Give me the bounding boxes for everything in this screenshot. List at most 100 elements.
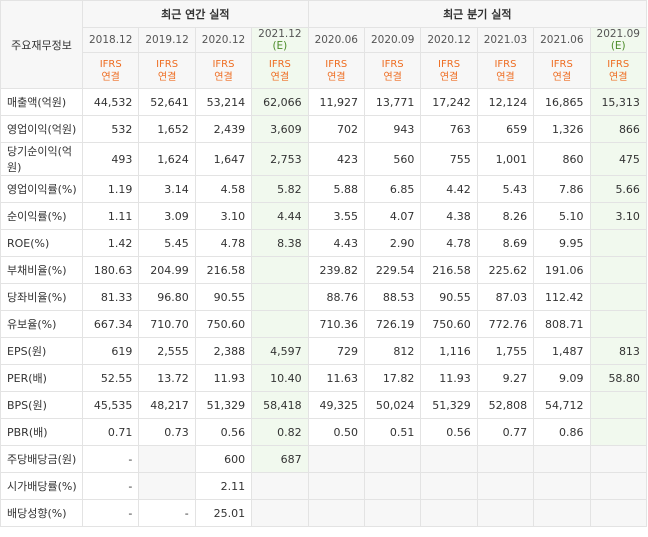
value-cell: 0.73 (138, 418, 196, 446)
value-cell: 5.66 (589, 175, 647, 203)
value-cell: 5.45 (138, 229, 196, 257)
ifrs-label: IFRS (325, 58, 348, 70)
value-cell: 12,124 (476, 88, 535, 116)
period-date: 2020.09 (370, 34, 415, 46)
value-cell: 17,242 (420, 88, 478, 116)
row-label: 당기순이익(억원) (0, 142, 83, 176)
row-label: ROE(%) (0, 229, 83, 257)
value-cell: 1.19 (81, 175, 140, 203)
row-label: 영업이익률(%) (0, 175, 83, 203)
value-cell: 1.42 (81, 229, 140, 257)
period-header: 2021.03 (476, 27, 535, 53)
value-cell (476, 499, 535, 527)
consolidated-label: 연결 (214, 71, 233, 83)
value-cell: 4.78 (420, 229, 478, 257)
value-cell (138, 472, 196, 500)
table-row: PBR(배) 0.71 0.73 0.56 0.82 0.50 0.51 0.56 0.77 0.… (0, 418, 647, 446)
value-cell: 11,927 (307, 88, 365, 116)
value-cell: 1,652 (138, 115, 196, 143)
value-cell (589, 256, 647, 284)
value-cell: 10.40 (251, 364, 309, 392)
value-cell: 8.38 (251, 229, 309, 257)
value-cell: 180.63 (81, 256, 140, 284)
value-cell: 5.10 (533, 202, 591, 230)
value-cell (420, 472, 478, 500)
value-cell (420, 499, 478, 527)
ifrs-label: IFRS (212, 58, 235, 70)
value-cell (589, 283, 647, 311)
ifrs-label: IFRS (156, 58, 179, 70)
value-cell: 808.71 (533, 310, 591, 338)
period-header: 2020.09 (363, 27, 422, 53)
value-cell: 13,771 (363, 88, 422, 116)
accounting-standard: IFRS 연결 (251, 52, 309, 89)
value-cell: 88.76 (307, 283, 365, 311)
value-cell: 943 (363, 115, 422, 143)
value-cell: 0.77 (476, 418, 535, 446)
period-header: 2018.12 (81, 27, 140, 53)
row-label: 부채비율(%) (0, 256, 83, 284)
value-cell: 475 (589, 142, 647, 176)
value-cell: 25.01 (194, 499, 253, 527)
value-cell: 112.42 (533, 283, 591, 311)
value-cell: 45,535 (81, 391, 140, 419)
value-cell: 3.55 (307, 202, 365, 230)
value-cell: 423 (307, 142, 365, 176)
consolidated-label: 연결 (270, 71, 290, 83)
value-cell: 3,609 (251, 115, 309, 143)
row-label: 주당배당금(원) (0, 445, 83, 473)
table-row: EPS(원) 619 2,555 2,388 4,597 729 812 1,116 1,755… (0, 337, 647, 365)
value-cell: 16,865 (533, 88, 591, 116)
value-cell: 17.82 (363, 364, 422, 392)
value-cell: 710.36 (307, 310, 365, 338)
value-cell (251, 256, 309, 284)
value-cell: 90.55 (194, 283, 253, 311)
value-cell (363, 445, 422, 473)
consolidated-label: 연결 (157, 71, 177, 83)
row-label: 시가배당률(%) (0, 472, 83, 500)
value-cell: 51,329 (194, 391, 253, 419)
period-header: 2020.12 (194, 27, 253, 53)
value-cell: 4.43 (307, 229, 365, 257)
value-cell: 4.78 (194, 229, 253, 257)
value-cell: 667.34 (81, 310, 140, 338)
row-label: EPS(원) (0, 337, 83, 365)
value-cell: 812 (363, 337, 422, 365)
value-cell (589, 445, 647, 473)
value-cell: 62,066 (251, 88, 309, 116)
table-row: 배당성향(%) - -25.01 (0, 499, 647, 527)
estimate-marker: (E) (610, 40, 626, 52)
financial-summary-table: 주요재무정보 최근 연간 실적 최근 분기 실적 2018.12 2019.12 2… (0, 0, 647, 527)
value-cell: 9.09 (533, 364, 591, 392)
value-cell: 1,487 (533, 337, 591, 365)
value-cell: 4.07 (363, 202, 422, 230)
estimate-marker: (E) (272, 40, 288, 52)
consolidated-label: 연결 (101, 71, 120, 83)
value-cell: 3.09 (138, 202, 196, 230)
value-cell: 229.54 (363, 256, 422, 284)
value-cell: 53,214 (194, 88, 253, 116)
value-cell (589, 391, 647, 419)
value-cell: 87.03 (476, 283, 535, 311)
value-cell: 3.10 (194, 202, 253, 230)
value-cell: 15,313 (589, 88, 647, 116)
value-cell (363, 472, 422, 500)
consolidated-label: 연결 (552, 71, 572, 83)
value-cell: 11.93 (194, 364, 253, 392)
ifrs-label: IFRS (381, 58, 404, 70)
value-cell (533, 472, 591, 500)
value-cell: 755 (420, 142, 478, 176)
value-cell (307, 445, 365, 473)
table-row: PER(배) 52.55 13.72 11.93 10.40 11.63 17.82 11.9… (0, 364, 647, 392)
value-cell: 1,116 (420, 337, 478, 365)
ifrs-label: IFRS (438, 58, 461, 70)
period-date: 2019.12 (145, 34, 189, 46)
value-cell: 5.82 (251, 175, 309, 203)
period-header: 2021.12 (E) (251, 27, 309, 53)
value-cell: 88.53 (363, 283, 422, 311)
row-label: 매출액(억원) (0, 88, 83, 116)
quarter-section-title: 최근 분기 실적 (307, 0, 647, 28)
value-cell (251, 310, 309, 338)
value-cell (533, 499, 591, 527)
consolidated-label: 연결 (327, 71, 346, 83)
